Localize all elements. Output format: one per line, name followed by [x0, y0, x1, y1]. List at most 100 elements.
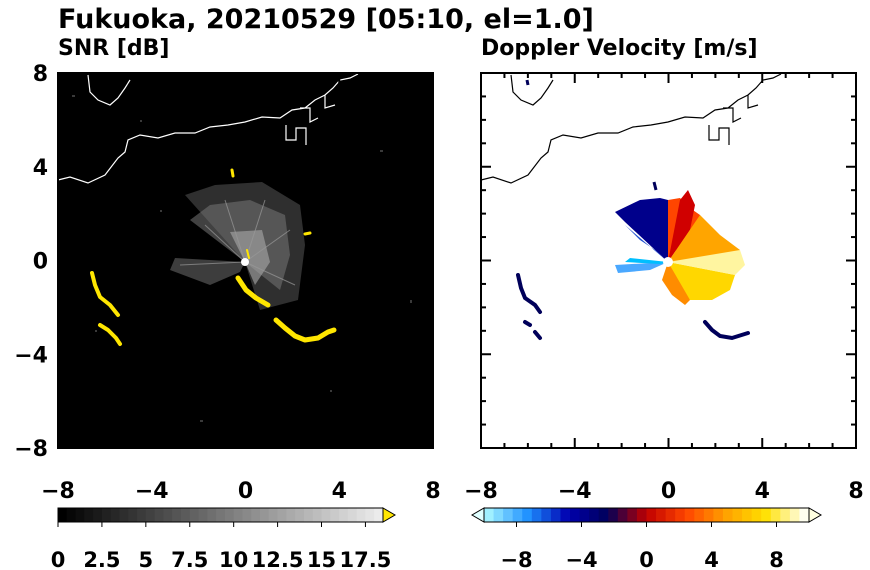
velocity-colorbar-segment — [598, 508, 609, 522]
velocity-colorbar-extend-max — [808, 507, 822, 523]
snr-colorbar-segment — [312, 508, 323, 522]
velocity-colorbar-segment — [636, 508, 647, 522]
velocity-colorbar-segment — [627, 508, 638, 522]
snr-colorbar-segment — [321, 508, 331, 522]
snr-x-tick-label: 0 — [238, 479, 253, 504]
velocity-colorbar-segment — [617, 508, 628, 522]
snr-x-tick-label: −8 — [41, 479, 75, 504]
velocity-colorbar-segment — [550, 508, 561, 522]
snr-colorbar-extend-max — [382, 507, 396, 523]
snr-colorbar-segment — [101, 508, 112, 522]
snr-colorbar-segment — [93, 508, 103, 522]
velocity-colorbar-segment — [770, 508, 781, 522]
snr-colorbar-tick-label: 15 — [307, 548, 336, 570]
snr-colorbar-segment — [295, 508, 305, 522]
velocity-colorbar-segment — [608, 508, 619, 522]
snr-colorbar-segment — [119, 508, 129, 522]
snr-colorbar-segment — [224, 508, 235, 522]
velocity-colorbar-tick-label: −8 — [500, 548, 532, 570]
colorbars: 0 2.5 5 7.5 10 12.5 15 17.5 −8 −4 0 4 8 — [51, 507, 822, 570]
snr-colorbar-segment — [110, 508, 120, 522]
velocity-colorbar-tick-label: 4 — [704, 548, 719, 570]
snr-y-tick-label: 4 — [33, 156, 48, 181]
snr-colorbar-segment — [277, 508, 287, 522]
snr-colorbar-tick-label: 12.5 — [252, 548, 304, 570]
snr-colorbar-segment — [84, 508, 94, 522]
snr-colorbar-segment — [58, 508, 68, 522]
velocity-colorbar-segment — [751, 508, 762, 522]
velocity-colorbar-segment — [703, 508, 714, 522]
snr-colorbar-segment — [180, 508, 191, 522]
snr-strong-echoes — [90, 168, 337, 346]
velocity-colorbar-segment — [694, 508, 705, 522]
snr-colorbar-tick-label: 10 — [219, 548, 248, 570]
snr-clutter-fan — [170, 182, 305, 310]
snr-colorbar-segment — [75, 508, 85, 522]
velocity-colorbar-segment — [684, 508, 695, 522]
velocity-colorbar-segment — [761, 508, 772, 522]
snr-y-tick-label: 8 — [33, 62, 48, 87]
snr-coastline — [57, 73, 359, 184]
velocity-colorbar-segment — [665, 508, 676, 522]
velocity-colorbar-segment — [570, 508, 581, 522]
snr-colorbar-segment — [137, 508, 147, 522]
velocity-colorbar-segment — [675, 508, 686, 522]
velocity-colorbar-segment — [560, 508, 571, 522]
figure-title: Fukuoka, 20210529 [05:10, el=1.0] — [58, 4, 594, 35]
velocity-field — [516, 79, 750, 341]
snr-colorbar-tick-label: 0 — [51, 548, 66, 570]
snr-colorbar-segment — [172, 508, 182, 522]
snr-colorbar-segment — [145, 508, 156, 522]
snr-colorbar-segment — [189, 508, 200, 522]
snr-y-tick-label: −4 — [14, 343, 48, 368]
snr-panel-title: SNR [dB] — [58, 36, 169, 61]
snr-colorbar-segment — [330, 508, 340, 522]
velocity-panel-title: Doppler Velocity [m/s] — [481, 36, 758, 61]
velocity-coastline — [480, 73, 782, 184]
snr-colorbar-segment — [286, 508, 296, 522]
velocity-colorbar-segment — [484, 508, 495, 522]
snr-colorbar-segment — [154, 508, 164, 522]
velocity-colorbar-segment — [512, 508, 523, 522]
velocity-colorbar-segment — [503, 508, 514, 522]
velocity-x-tick-label: −8 — [464, 479, 498, 504]
velocity-colorbar-segment — [742, 508, 753, 522]
velocity-panel — [480, 73, 856, 448]
velocity-colorbar-segment — [722, 508, 734, 522]
snr-colorbar-segment — [251, 508, 261, 522]
snr-colorbar-segment — [66, 508, 77, 522]
snr-panel — [57, 73, 433, 448]
snr-colorbar-tick-label: 7.5 — [171, 548, 208, 570]
snr-colorbar-tick-label: 17.5 — [340, 548, 392, 570]
velocity-colorbar-segment — [493, 508, 504, 522]
snr-colorbar-segment — [374, 508, 384, 522]
snr-colorbar-segment — [365, 508, 375, 522]
snr-x-tick-label: 8 — [425, 479, 440, 504]
snr-colorbar-segment — [163, 508, 173, 522]
velocity-colorbar-segment — [541, 508, 552, 522]
velocity-colorbar-segment — [531, 508, 542, 522]
snr-colorbar-segment — [268, 508, 279, 522]
velocity-colorbar-segment — [589, 508, 600, 522]
velocity-colorbar-segment — [732, 508, 743, 522]
velocity-colorbar-tick-label: 8 — [769, 548, 784, 570]
velocity-colorbar-segment — [646, 508, 657, 522]
snr-colorbar-segment — [128, 508, 138, 522]
velocity-colorbar-segment — [780, 508, 791, 522]
velocity-colorbar-segment — [713, 508, 724, 522]
velocity-colorbar-segment — [799, 508, 810, 522]
velocity-x-tick-label: −4 — [558, 479, 592, 504]
snr-colorbar-segment — [339, 508, 349, 522]
snr-y-tick-label: 0 — [33, 250, 48, 275]
snr-colorbar-segment — [347, 508, 358, 522]
snr-colorbar-tick-label: 5 — [139, 548, 154, 570]
velocity-colorbar-tick-label: −4 — [565, 548, 597, 570]
velocity-x-tick-label: 0 — [661, 479, 676, 504]
snr-colorbar-segment — [216, 508, 226, 522]
velocity-colorbar-extend-min — [471, 507, 485, 523]
snr-colorbar-segment — [356, 508, 366, 522]
snr-colorbar-segment — [303, 508, 314, 522]
axes-layer: −8 −4 0 4 8 8 4 0 −4 −8 −8 −4 0 4 8 — [14, 62, 863, 504]
snr-noise-specks — [72, 95, 412, 422]
